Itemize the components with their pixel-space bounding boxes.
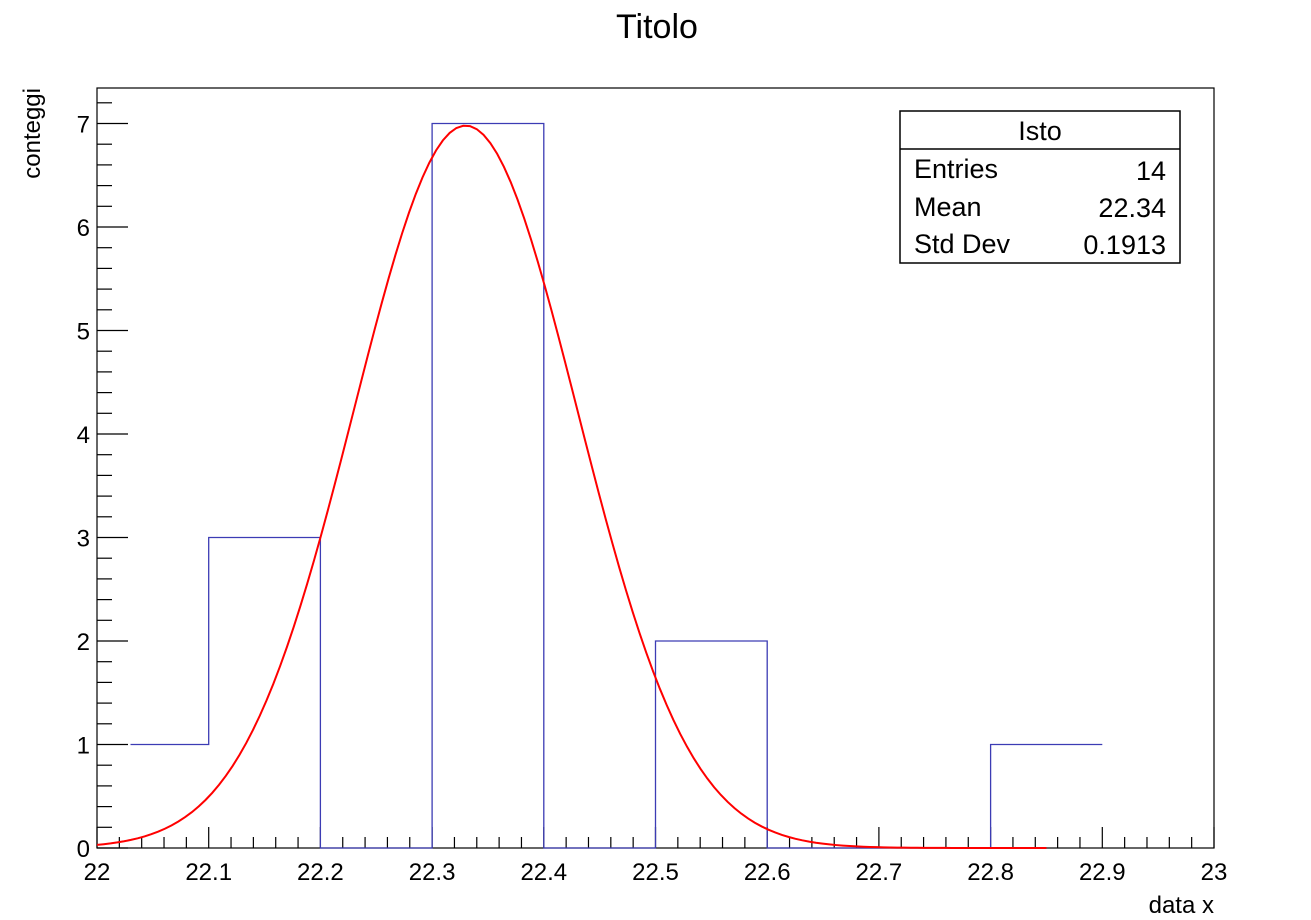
x-tick-label: 23	[1201, 859, 1228, 886]
stats-stddev-value: 0.1913	[1083, 230, 1166, 260]
stats-mean-label: Mean	[914, 192, 982, 222]
stats-entries-label: Entries	[914, 154, 998, 184]
x-tick-label: 22.6	[744, 859, 791, 886]
chart-title: Titolo	[616, 8, 698, 46]
y-tick-label: 0	[77, 836, 90, 863]
x-tick-label: 22.3	[409, 859, 456, 886]
y-tick-label: 7	[77, 112, 90, 139]
x-tick-label: 22.9	[1079, 859, 1126, 886]
stats-entries-value: 14	[1136, 156, 1166, 186]
histogram-bin	[656, 641, 768, 848]
y-tick-label: 1	[77, 733, 90, 760]
histogram-bin	[991, 745, 1103, 849]
y-axis-tick-labels: 0 1 2 3 4 5 6 7	[77, 112, 90, 864]
x-axis-tick-labels: 22 22.1 22.2 22.3 22.4 22.5 22.6 22.7 22.8 22.9 23	[84, 859, 1228, 886]
x-tick-label: 22.7	[856, 859, 903, 886]
y-tick-label: 5	[77, 319, 90, 346]
y-tick-label: 6	[77, 215, 90, 242]
stats-box-title: Isto	[1018, 116, 1062, 146]
y-tick-label: 2	[77, 629, 90, 656]
stats-mean-value: 22.34	[1098, 193, 1166, 223]
gaussian-fit-curve	[96, 124, 1047, 849]
stats-box: Isto Entries 14 Mean 22.34 Std Dev 0.191…	[899, 110, 1181, 264]
x-tick-label: 22	[84, 859, 111, 886]
y-axis-ticks	[97, 102, 128, 849]
histogram-bin	[131, 745, 209, 849]
y-tick-label: 4	[77, 422, 90, 449]
x-axis-ticks	[96, 827, 1215, 848]
histogram-bin	[209, 538, 321, 849]
x-tick-label: 22.1	[185, 859, 232, 886]
stats-box-frame	[899, 110, 1181, 264]
histogram-bin	[432, 124, 544, 849]
x-tick-label: 22.4	[520, 859, 567, 886]
x-tick-label: 22.5	[632, 859, 679, 886]
stats-stddev-label: Std Dev	[914, 229, 1011, 259]
x-tick-label: 22.8	[967, 859, 1014, 886]
x-tick-label: 22.2	[297, 859, 344, 886]
y-axis-label: conteggi	[19, 88, 46, 179]
y-tick-label: 3	[77, 526, 90, 553]
x-axis-label: data x	[1149, 892, 1214, 919]
